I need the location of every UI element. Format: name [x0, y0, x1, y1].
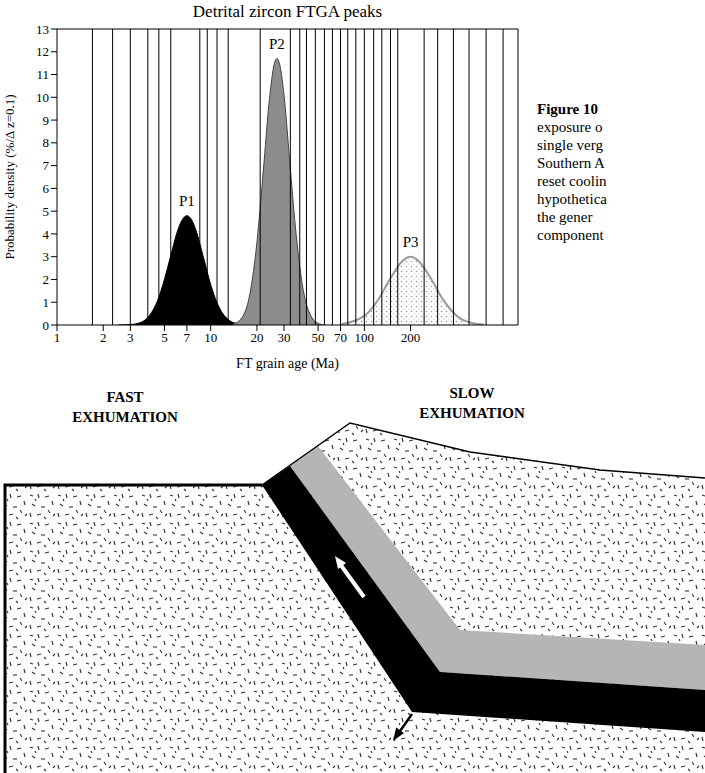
svg-text:1: 1 [43, 295, 50, 310]
svg-text:EXHUMATION: EXHUMATION [419, 405, 525, 421]
html-text:component: component [537, 227, 604, 243]
svg-text:7: 7 [43, 158, 50, 173]
svg-text:10: 10 [36, 90, 49, 105]
svg-text:3: 3 [43, 249, 50, 264]
html-text:exposure o: exposure o [537, 119, 603, 135]
svg-text:P1: P1 [179, 193, 195, 209]
svg-text:4: 4 [43, 227, 50, 242]
svg-text:30: 30 [277, 330, 290, 345]
svg-text:SLOW: SLOW [449, 385, 494, 401]
svg-text:70: 70 [334, 330, 347, 345]
svg-text:100: 100 [355, 330, 375, 345]
svg-text:9: 9 [43, 113, 50, 128]
svg-text:3: 3 [127, 330, 134, 345]
svg-text:10: 10 [204, 330, 217, 345]
html-text:Figure 10: Figure 10 [537, 101, 598, 117]
svg-text:5: 5 [43, 204, 50, 219]
svg-text:12: 12 [36, 44, 49, 59]
svg-text:Probability density (%/Δ z=0.1: Probability density (%/Δ z=0.1) [2, 94, 17, 259]
html-text:single verg: single verg [537, 137, 603, 153]
svg-text:EXHUMATION: EXHUMATION [72, 409, 178, 425]
html-text:Southern A: Southern A [537, 155, 605, 171]
svg-text:50: 50 [312, 330, 325, 345]
svg-text:P2: P2 [269, 36, 285, 52]
svg-text:P3: P3 [403, 234, 419, 250]
html-text:reset coolin: reset coolin [537, 173, 607, 189]
svg-text:2: 2 [100, 330, 107, 345]
html-text:Detrital zircon FTGA peaks: Detrital zircon FTGA peaks [192, 2, 383, 21]
svg-text:11: 11 [36, 67, 49, 82]
svg-text:FAST: FAST [106, 389, 143, 405]
svg-text:200: 200 [401, 330, 421, 345]
html-text:hypothetica: hypothetica [537, 191, 607, 207]
svg-text:20: 20 [250, 330, 263, 345]
svg-text:1: 1 [54, 330, 61, 345]
html-text:the gener: the gener [537, 209, 593, 225]
svg-text:6: 6 [43, 181, 50, 196]
svg-text:13: 13 [36, 22, 49, 37]
svg-text:2: 2 [43, 272, 50, 287]
svg-text:7: 7 [184, 330, 191, 345]
svg-text:0: 0 [43, 318, 50, 333]
svg-text:5: 5 [161, 330, 168, 345]
svg-text:8: 8 [43, 135, 50, 150]
svg-text:FT grain age (Ma): FT grain age (Ma) [236, 356, 339, 372]
